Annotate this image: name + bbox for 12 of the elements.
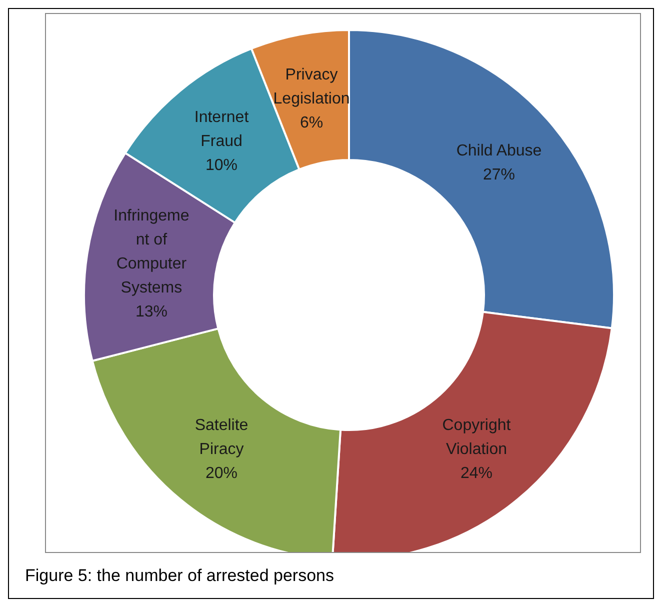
data-label: 6% xyxy=(300,114,324,132)
data-label: 13% xyxy=(135,303,168,320)
slice-label: Internet Fraud xyxy=(194,108,250,150)
data-label: 10% xyxy=(206,156,238,174)
caption: Figure 5: the number of arrested persons xyxy=(25,566,334,586)
slice-label: Satelite Piracy xyxy=(194,416,248,458)
data-label: 20% xyxy=(206,464,238,482)
data-label: 27% xyxy=(483,166,516,184)
slice-label: Infringement of Computer Systems xyxy=(114,207,190,296)
slice-label: Child Abuse xyxy=(456,142,542,160)
data-label: 24% xyxy=(460,464,492,482)
slice-label: Copyright Violation xyxy=(442,416,512,458)
